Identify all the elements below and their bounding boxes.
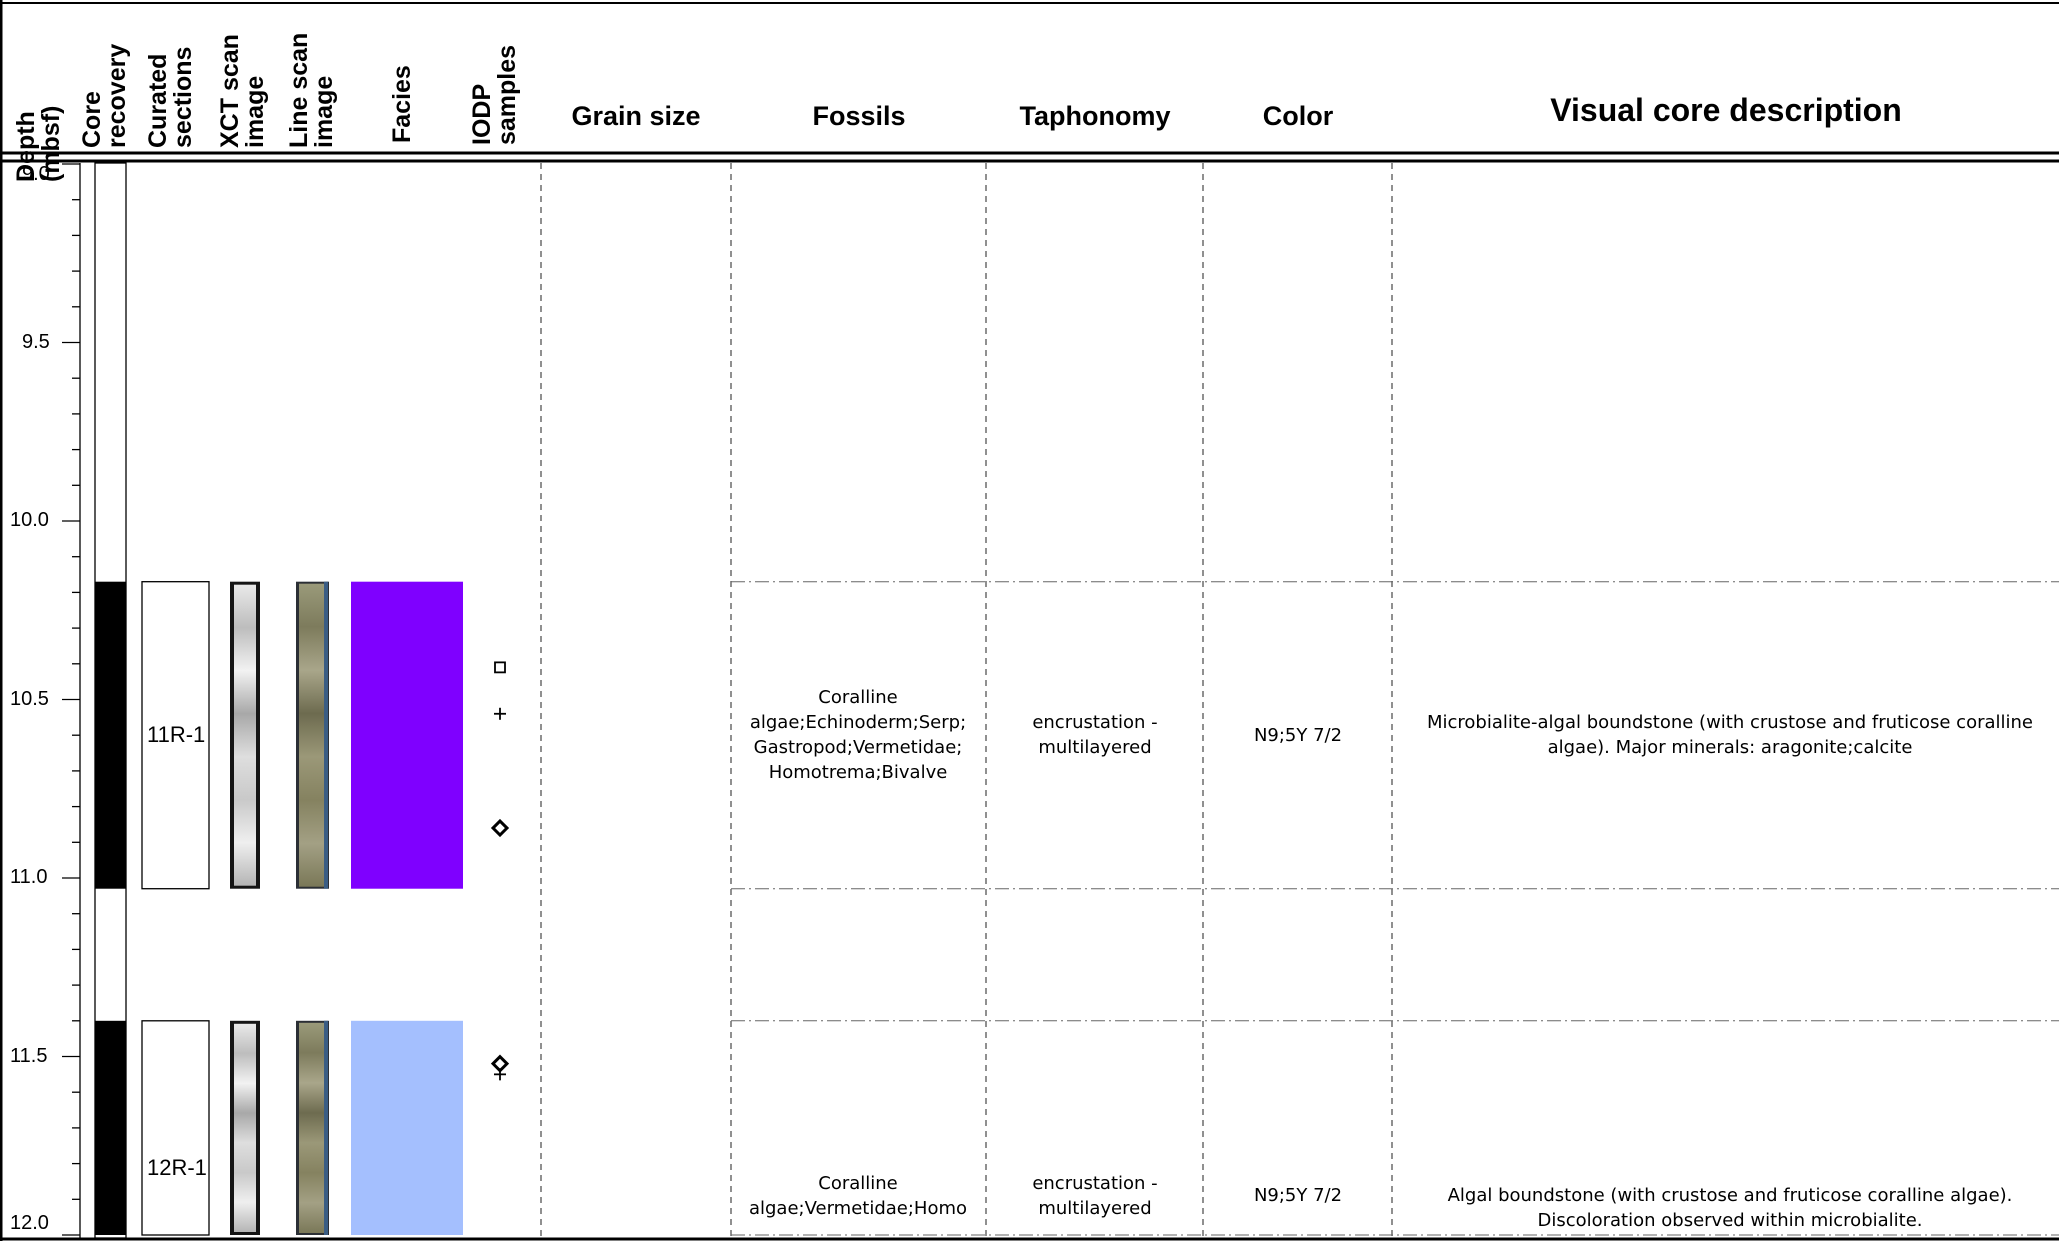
depth-tick-label: 11.0: [10, 866, 48, 888]
header-visual-core-description: Visual core description: [1550, 92, 1902, 128]
depth-tick-label: 10.5: [10, 687, 49, 710]
curated-section-box: [141, 1020, 210, 1236]
core-recovery-column: [94, 162, 127, 1239]
header-taphonomy: Taphonomy: [1019, 101, 1171, 131]
square-icon: [494, 661, 506, 674]
facies-block: [351, 1020, 463, 1235]
curated-section-label: 11R-1: [147, 722, 206, 748]
taphonomy-cell: encrustation - multilayered: [1032, 1172, 1158, 1219]
line-scan-color-bar: [324, 581, 328, 889]
header-fossils: Fossils: [812, 101, 906, 131]
header-iodp-samples: IODP samples: [468, 44, 521, 145]
xct-scan-core: [234, 584, 256, 886]
curated-section-box: [141, 581, 210, 890]
facies-column: [351, 581, 463, 1235]
depth-tick-label: 12.0: [10, 1212, 49, 1234]
curated-section-label: 12R-1: [147, 1154, 207, 1180]
diamond-icon: [490, 818, 510, 838]
scan-images-column: [230, 581, 329, 1235]
line-scan-color-bar: [324, 1020, 328, 1235]
depth-tick-label: 10.0: [10, 509, 49, 531]
depth-tick-label: 9.5: [22, 330, 50, 353]
iodp-samples-column: [490, 661, 510, 1081]
curated-sections-column: [141, 581, 210, 1236]
taphonomy-cell: encrustation - multilayered: [1032, 712, 1158, 759]
color-cell: N9;5Y 7/2: [1253, 724, 1343, 746]
color-cell: N9;5Y 7/2: [1253, 1184, 1343, 1206]
header-curated-sections: Curated sections: [144, 46, 197, 148]
description-cell: Microbialite-algal boundstone (with crus…: [1426, 712, 2034, 759]
fossils-cell: Coralline algae;Echinoderm;Serp; Gastrop…: [749, 687, 967, 784]
core-recovered-bar: [95, 1020, 126, 1235]
header-line-scan: Line scan image: [285, 32, 338, 148]
depth-axis: [62, 163, 81, 1238]
depth-tick-label: 9.0: [22, 163, 50, 185]
header-facies: Facies: [388, 65, 416, 143]
facies-block: [351, 581, 463, 889]
fossils-cell: Coralline algae;Vermetidae;Homo: [748, 1172, 968, 1219]
header-color: Color: [1262, 101, 1334, 131]
xct-scan-core: [234, 1023, 256, 1232]
line-scan-core: [299, 583, 324, 887]
depth-tick-label: 11.5: [10, 1044, 48, 1067]
header-core-recovery: Core recovery: [78, 43, 131, 148]
line-scan-core: [299, 1022, 324, 1233]
description-cell: Algal boundstone (with crustose and frut…: [1447, 1184, 2013, 1231]
header-grain-size: Grain size: [571, 101, 701, 131]
header-xct-scan: XCT scan image: [216, 34, 269, 148]
core-recovered-bar: [95, 581, 126, 889]
